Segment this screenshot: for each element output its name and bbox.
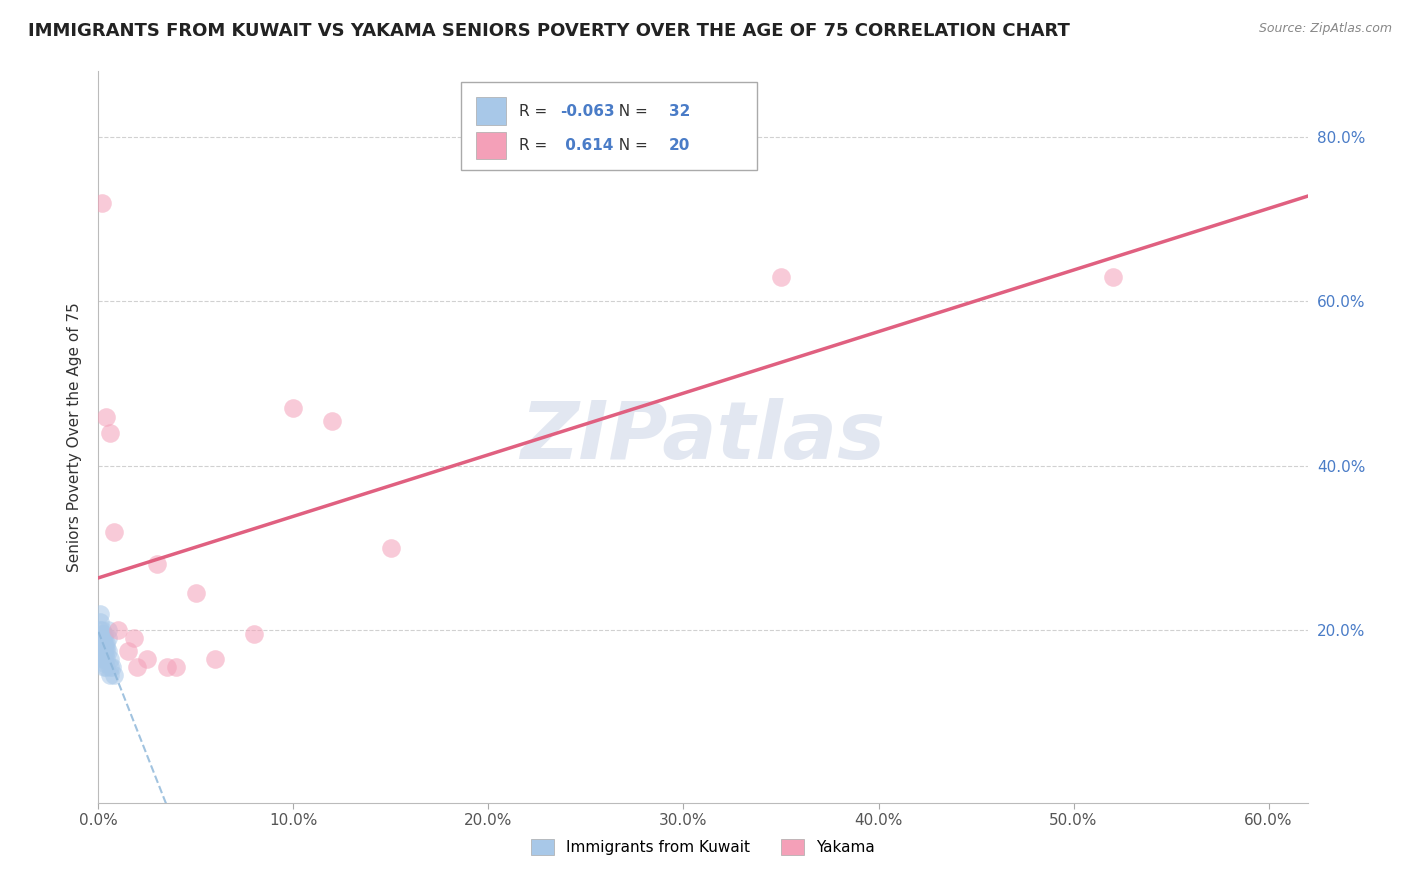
Point <box>93 660 115 674</box>
FancyBboxPatch shape <box>461 82 758 170</box>
Point <box>93 635 115 649</box>
Text: N =: N = <box>609 103 652 119</box>
Point <box>107 624 129 638</box>
Point <box>96 635 118 649</box>
Text: ZIPatlas: ZIPatlas <box>520 398 886 476</box>
Point <box>98 668 121 682</box>
Legend: Immigrants from Kuwait, Yakama: Immigrants from Kuwait, Yakama <box>524 833 882 861</box>
Text: N =: N = <box>609 138 652 153</box>
Point <box>122 632 145 646</box>
Point <box>98 425 121 440</box>
Text: 20: 20 <box>669 138 690 153</box>
Point <box>165 660 187 674</box>
Text: -0.063: -0.063 <box>561 103 614 119</box>
Point <box>321 414 343 428</box>
Point <box>93 627 115 641</box>
Point <box>91 627 114 641</box>
Point <box>97 624 120 638</box>
Point <box>91 652 114 666</box>
Point <box>89 615 111 629</box>
FancyBboxPatch shape <box>475 132 506 160</box>
Point <box>93 640 115 654</box>
Text: Source: ZipAtlas.com: Source: ZipAtlas.com <box>1258 22 1392 36</box>
Text: 32: 32 <box>669 103 690 119</box>
Point <box>96 644 118 658</box>
FancyBboxPatch shape <box>475 97 506 125</box>
Point <box>117 644 139 658</box>
Point <box>96 640 118 654</box>
Point <box>91 195 114 210</box>
Point <box>91 648 114 662</box>
Text: 0.614: 0.614 <box>561 138 613 153</box>
Point <box>1101 269 1123 284</box>
Point <box>96 409 118 424</box>
Point <box>98 652 121 666</box>
Point <box>96 660 118 674</box>
Point <box>93 652 115 666</box>
Point <box>184 586 207 600</box>
Point <box>93 632 115 646</box>
Point <box>93 656 115 670</box>
Point <box>101 660 124 674</box>
Point <box>89 632 111 646</box>
Text: R =: R = <box>519 103 553 119</box>
Point <box>97 632 120 646</box>
Point <box>96 652 118 666</box>
Point <box>93 644 115 658</box>
Point <box>91 644 114 658</box>
Point <box>146 558 169 572</box>
Point <box>103 524 125 539</box>
Text: IMMIGRANTS FROM KUWAIT VS YAKAMA SENIORS POVERTY OVER THE AGE OF 75 CORRELATION : IMMIGRANTS FROM KUWAIT VS YAKAMA SENIORS… <box>28 22 1070 40</box>
Point <box>283 401 305 416</box>
Point <box>156 660 179 674</box>
Point <box>89 607 111 621</box>
Point <box>97 644 120 658</box>
Y-axis label: Seniors Poverty Over the Age of 75: Seniors Poverty Over the Age of 75 <box>67 302 83 572</box>
Point <box>204 652 226 666</box>
Point <box>136 652 159 666</box>
Text: R =: R = <box>519 138 553 153</box>
Point <box>89 624 111 638</box>
Point <box>91 635 114 649</box>
Point <box>98 660 121 674</box>
Point <box>769 269 792 284</box>
Point <box>103 668 125 682</box>
Point <box>380 541 402 555</box>
Point <box>127 660 149 674</box>
Point <box>91 624 114 638</box>
Point <box>87 640 110 654</box>
Point <box>243 627 266 641</box>
